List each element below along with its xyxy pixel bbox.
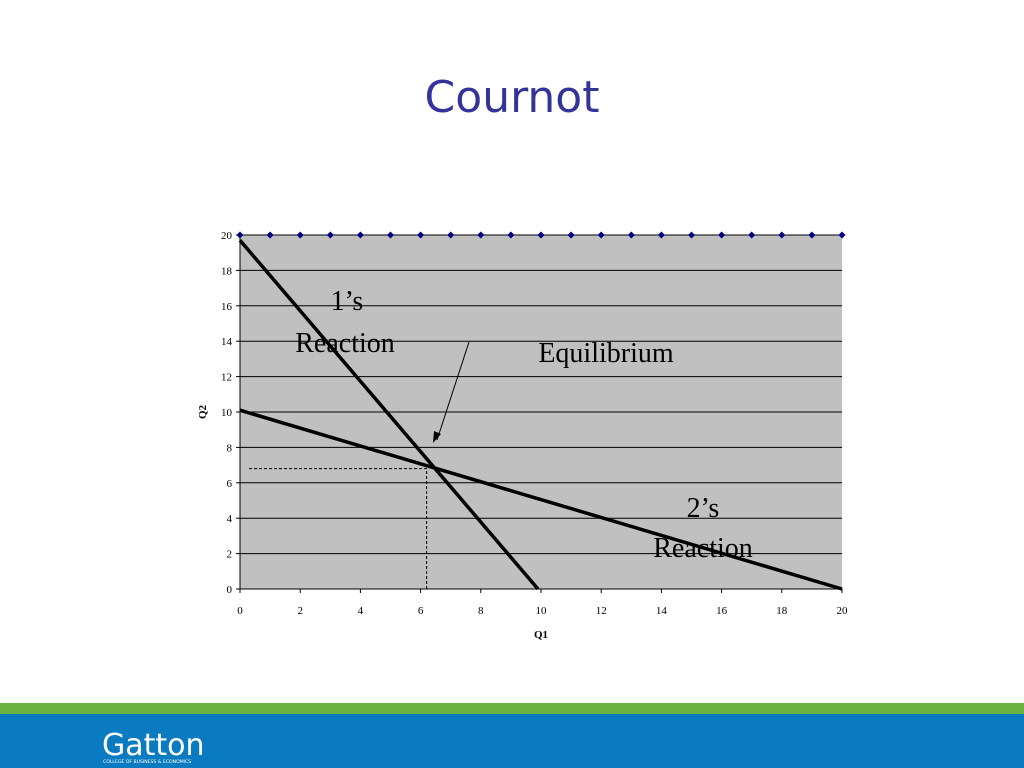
y-tick-label: 2 bbox=[227, 549, 233, 561]
marker bbox=[597, 231, 605, 239]
footer-stripe bbox=[0, 703, 1024, 715]
x-tick-label: 10 bbox=[536, 605, 548, 617]
marker bbox=[838, 231, 846, 239]
marker bbox=[477, 231, 485, 239]
annotation: 1’s bbox=[331, 286, 364, 317]
x-tick-label: 18 bbox=[776, 605, 788, 617]
arrow-head bbox=[433, 431, 441, 443]
guide-line bbox=[249, 468, 428, 589]
slide-title: Cournot bbox=[425, 72, 600, 123]
annotation: 2’s bbox=[687, 493, 720, 524]
marker bbox=[326, 231, 334, 239]
y-tick-label: 6 bbox=[227, 478, 233, 490]
marker bbox=[447, 231, 455, 239]
footer-subtitle: COLLEGE OF BUSINESS & ECONOMICS bbox=[103, 759, 191, 765]
annotation: Reaction bbox=[653, 533, 753, 564]
x-tick-label: 4 bbox=[358, 605, 364, 617]
marker bbox=[417, 231, 425, 239]
marker bbox=[808, 231, 816, 239]
annotation: Equilibrium bbox=[538, 338, 674, 369]
y-tick-label: 8 bbox=[227, 442, 233, 454]
marker bbox=[296, 231, 304, 239]
x-tick-label: 6 bbox=[418, 605, 424, 617]
x-tick-label: 16 bbox=[716, 605, 728, 617]
marker bbox=[507, 231, 515, 239]
y-tick-label: 12 bbox=[221, 372, 232, 384]
marker bbox=[718, 231, 726, 239]
marker bbox=[537, 231, 545, 239]
x-tick-label: 14 bbox=[656, 605, 668, 617]
footer-brand: Gatton bbox=[102, 728, 205, 763]
marker bbox=[266, 231, 274, 239]
x-tick-label: 2 bbox=[297, 605, 303, 617]
marker bbox=[567, 231, 575, 239]
y-axis-label: Q2 bbox=[197, 404, 209, 419]
y-tick-label: 4 bbox=[227, 513, 233, 525]
x-axis-label: Q1 bbox=[534, 629, 548, 641]
x-tick-label: 8 bbox=[478, 605, 484, 617]
y-tick-label: 16 bbox=[221, 301, 233, 313]
reaction-line bbox=[238, 239, 540, 591]
marker bbox=[236, 231, 244, 239]
y-tick-label: 0 bbox=[227, 584, 233, 596]
y-tick-label: 14 bbox=[221, 336, 233, 348]
marker bbox=[748, 231, 756, 239]
reaction-line bbox=[239, 408, 843, 591]
annotation-arrow bbox=[436, 341, 470, 441]
marker bbox=[688, 231, 695, 239]
marker bbox=[387, 231, 394, 239]
y-tick-label: 10 bbox=[221, 407, 233, 419]
x-tick-label: 12 bbox=[596, 605, 607, 617]
x-tick-label: 0 bbox=[237, 605, 243, 617]
marker bbox=[627, 231, 635, 239]
footer-band bbox=[0, 714, 1024, 768]
y-tick-label: 18 bbox=[221, 265, 233, 277]
marker bbox=[778, 231, 786, 239]
marker bbox=[657, 231, 665, 239]
marker bbox=[356, 231, 364, 239]
x-tick-label: 20 bbox=[837, 605, 849, 617]
annotation: Reaction bbox=[295, 328, 395, 359]
y-tick-label: 20 bbox=[221, 230, 233, 242]
